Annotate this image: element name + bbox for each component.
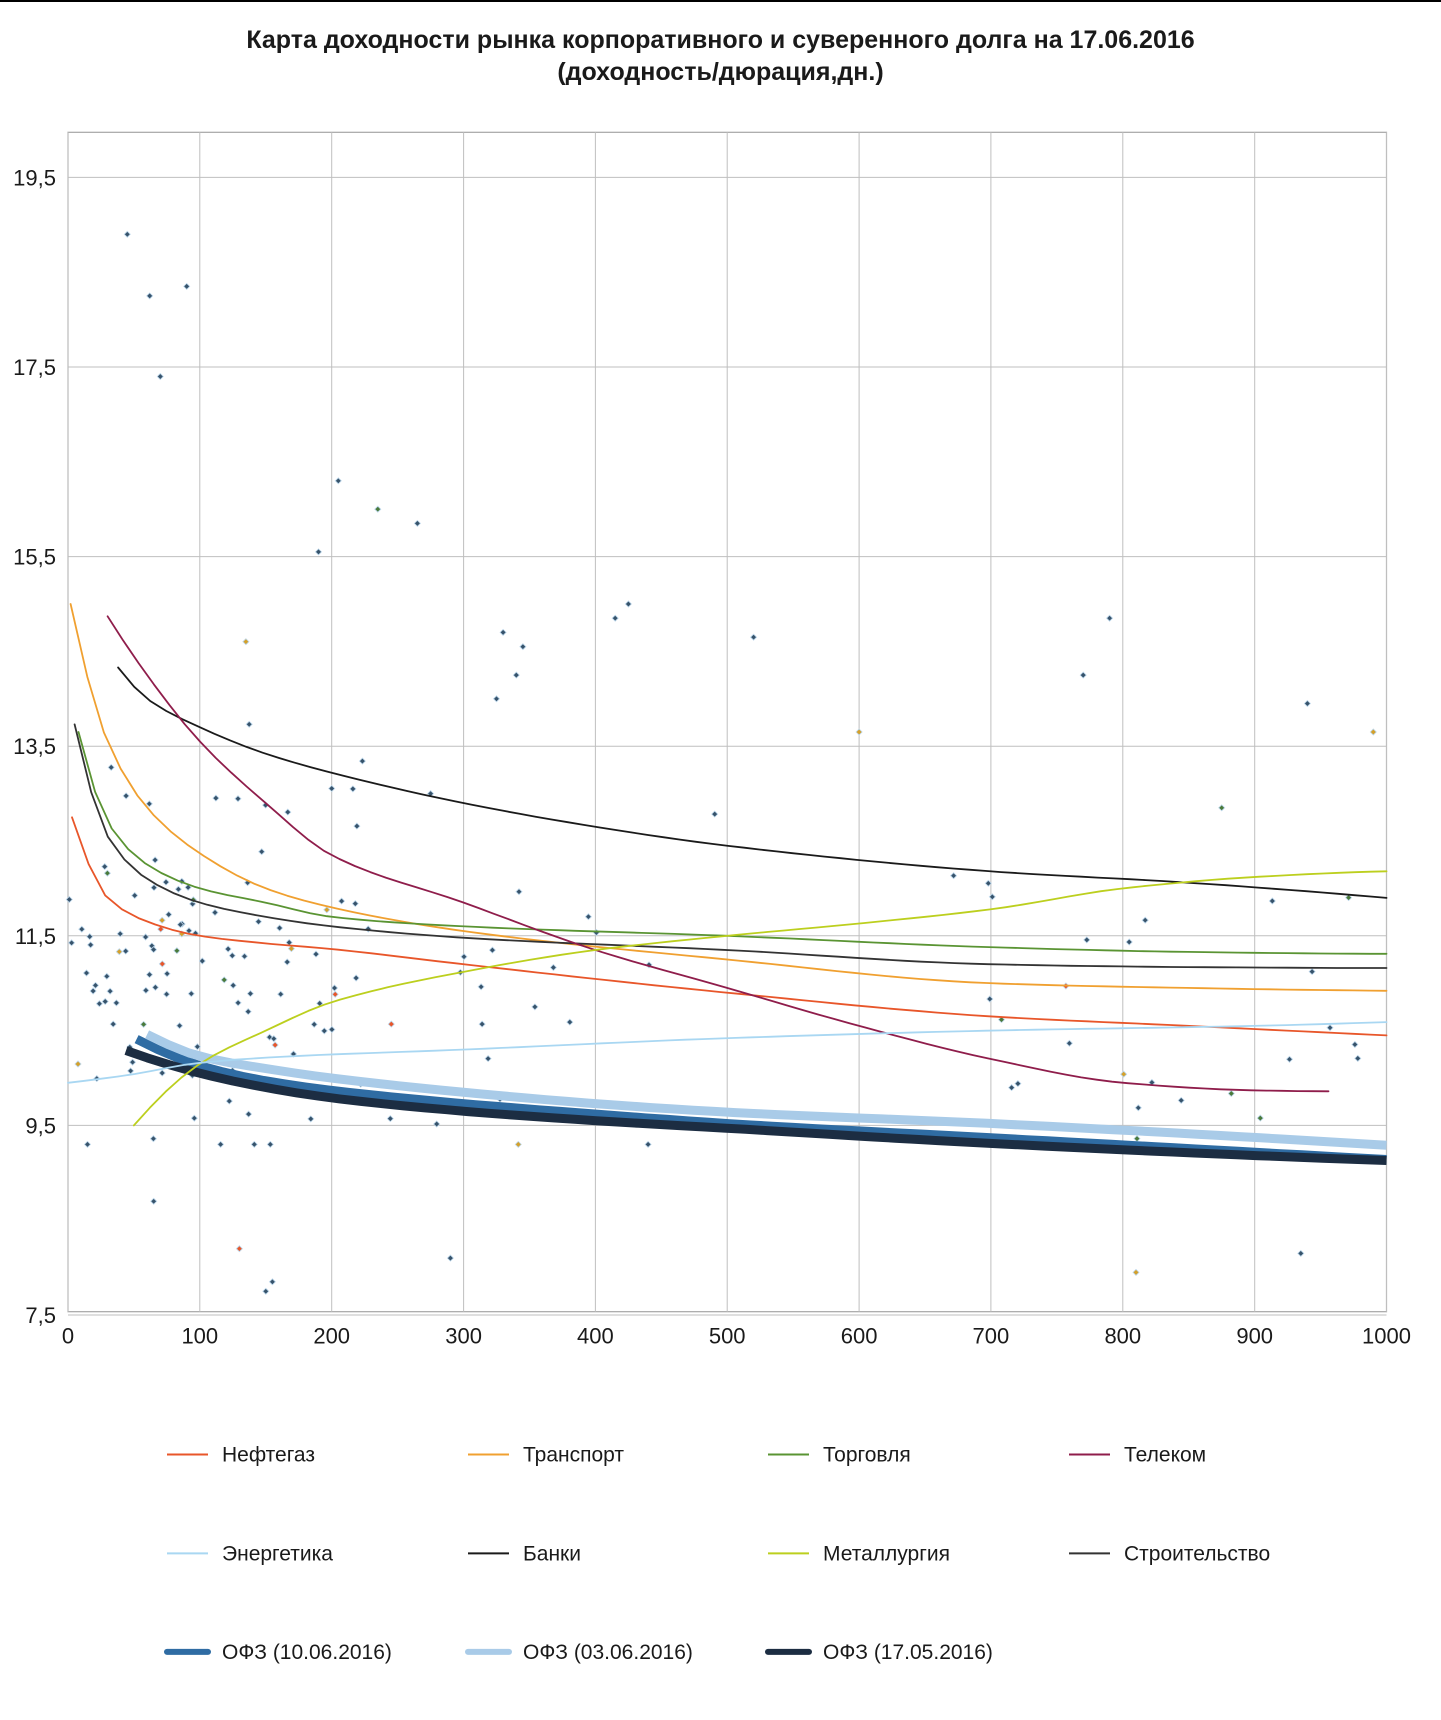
svg-text:Транспорт: Транспорт <box>523 1444 624 1467</box>
svg-text:15,5: 15,5 <box>13 545 56 570</box>
svg-text:800: 800 <box>1104 1324 1141 1349</box>
svg-text:1000: 1000 <box>1362 1324 1411 1349</box>
svg-text:900: 900 <box>1236 1324 1273 1349</box>
svg-text:11,5: 11,5 <box>15 924 56 949</box>
svg-text:Металлургия: Металлургия <box>823 1542 950 1565</box>
svg-text:ОФЗ (17.05.2016): ОФЗ (17.05.2016) <box>823 1641 993 1664</box>
svg-text:500: 500 <box>709 1324 746 1349</box>
svg-text:13,5: 13,5 <box>13 734 56 759</box>
svg-text:0: 0 <box>62 1324 74 1349</box>
svg-text:19,5: 19,5 <box>13 165 56 190</box>
svg-text:Банки: Банки <box>523 1542 581 1565</box>
svg-text:400: 400 <box>577 1324 614 1349</box>
svg-text:ОФЗ (03.06.2016): ОФЗ (03.06.2016) <box>523 1641 693 1664</box>
svg-text:300: 300 <box>445 1324 482 1349</box>
svg-text:Строительство: Строительство <box>1124 1542 1270 1565</box>
svg-text:200: 200 <box>313 1324 350 1349</box>
svg-text:17,5: 17,5 <box>13 355 56 380</box>
svg-text:Нефтегаз: Нефтегаз <box>222 1444 315 1467</box>
svg-text:Энергетика: Энергетика <box>222 1542 333 1565</box>
svg-text:100: 100 <box>181 1324 218 1349</box>
svg-text:7,5: 7,5 <box>25 1303 56 1328</box>
svg-text:ОФЗ (10.06.2016): ОФЗ (10.06.2016) <box>222 1641 392 1664</box>
svg-text:600: 600 <box>841 1324 878 1349</box>
svg-text:9,5: 9,5 <box>25 1113 56 1138</box>
svg-text:700: 700 <box>973 1324 1010 1349</box>
svg-text:Торговля: Торговля <box>823 1444 911 1467</box>
svg-text:Телеком: Телеком <box>1124 1444 1206 1467</box>
